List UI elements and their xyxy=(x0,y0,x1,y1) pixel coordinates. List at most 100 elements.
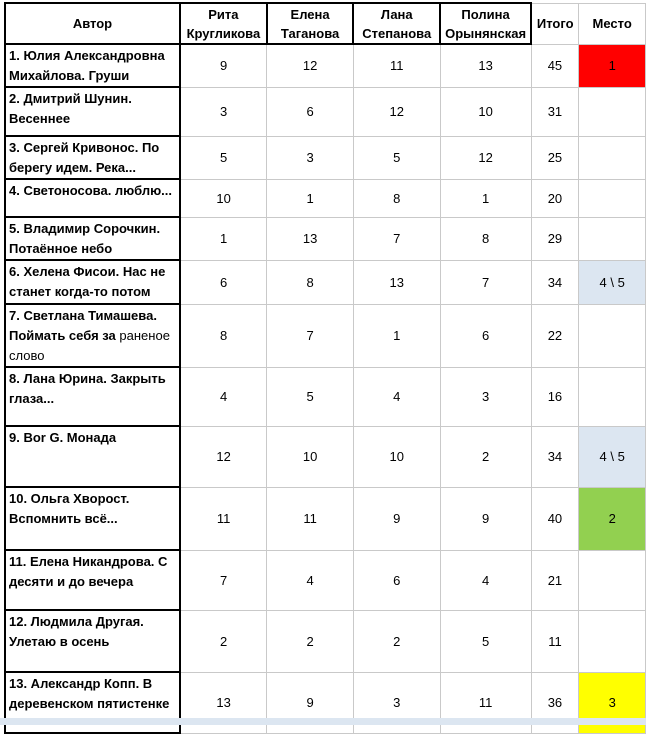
score-cell-judge-3[interactable]: 11 xyxy=(352,43,441,88)
place-cell[interactable] xyxy=(578,303,646,368)
place-cell[interactable] xyxy=(578,549,646,611)
author-cell[interactable]: 9. Bor G. Монада xyxy=(4,425,181,488)
score-cell-judge-1[interactable]: 4 xyxy=(179,366,268,427)
author-cell[interactable]: 6. Хелена Фисои. Нас не станет когда-то … xyxy=(4,259,181,305)
score-cell-judge-2[interactable]: 3 xyxy=(266,135,354,180)
author-cell[interactable]: 7. Светлана Тимашева. Поймать себя за ра… xyxy=(4,303,181,368)
place-cell[interactable] xyxy=(578,135,646,180)
place-cell[interactable]: 4 \ 5 xyxy=(578,259,646,305)
score-cell-judge-2[interactable]: 13 xyxy=(266,216,354,261)
table-row: 4. Светоносова. люблю... 10 1 8 1 20 xyxy=(4,178,646,218)
author-cell[interactable]: 8. Лана Юрина. Закрыть глаза... xyxy=(4,366,181,427)
score-cell-judge-2[interactable]: 11 xyxy=(266,486,354,551)
score-cell-judge-3[interactable]: 1 xyxy=(352,303,441,368)
score-cell-judge-1[interactable]: 9 xyxy=(179,43,268,88)
score-cell-judge-1[interactable]: 8 xyxy=(179,303,268,368)
score-cell-judge-1[interactable]: 7 xyxy=(179,549,268,611)
score-cell-judge-4[interactable]: 9 xyxy=(439,486,532,551)
score-cell-judge-2[interactable]: 12 xyxy=(266,43,354,88)
total-cell[interactable]: 34 xyxy=(530,425,580,488)
score-cell-judge-2[interactable]: 4 xyxy=(266,549,354,611)
score-cell-judge-3[interactable]: 6 xyxy=(352,549,441,611)
place-cell[interactable] xyxy=(578,366,646,427)
author-cell[interactable]: 5. Владимир Сорочкин. Потаённое небо xyxy=(4,216,181,261)
score-cell-judge-3[interactable]: 7 xyxy=(352,216,441,261)
score-cell-judge-3[interactable]: 12 xyxy=(352,86,441,137)
score-cell-judge-4[interactable]: 1 xyxy=(439,178,532,218)
author-text: 9. Bor G. Монада xyxy=(9,430,117,445)
author-cell[interactable]: 3. Сергей Кривонос. По берегу идем. Река… xyxy=(4,135,181,180)
header-judge-2[interactable]: Елена Таганова xyxy=(265,2,355,45)
score-cell-judge-4[interactable]: 5 xyxy=(439,609,532,673)
score-cell-judge-2[interactable]: 1 xyxy=(266,178,354,218)
score-cell-judge-3[interactable]: 8 xyxy=(352,178,441,218)
author-cell[interactable]: 4. Светоносова. люблю... xyxy=(4,178,181,218)
author-cell[interactable]: 1. Юлия Александровна Михайлова. Груши xyxy=(4,43,181,88)
score-cell-judge-2[interactable]: 6 xyxy=(266,86,354,137)
header-judge-1[interactable]: Рита Кругликова xyxy=(178,2,268,45)
author-cell[interactable]: 10. Ольга Хворост. Вспомнить всё... xyxy=(4,486,181,551)
score-cell-judge-1[interactable]: 11 xyxy=(179,486,268,551)
score-cell-judge-1[interactable]: 5 xyxy=(179,135,268,180)
score-cell-judge-4[interactable]: 4 xyxy=(439,549,532,611)
score-cell-judge-3[interactable]: 4 xyxy=(352,366,441,427)
score-cell-judge-2[interactable]: 7 xyxy=(266,303,354,368)
header-author[interactable]: Автор xyxy=(4,2,181,45)
score-cell-judge-2[interactable]: 8 xyxy=(266,259,354,305)
score-cell-judge-1[interactable]: 3 xyxy=(179,86,268,137)
score-cell-judge-1[interactable]: 1 xyxy=(179,216,268,261)
table-row: 5. Владимир Сорочкин. Потаённое небо 1 13 7… xyxy=(4,216,646,261)
score-cell-judge-4[interactable]: 2 xyxy=(439,425,532,488)
table-row: 9. Bor G. Монада 12 10 10 2 34 4 \ 5 xyxy=(4,425,646,488)
score-cell-judge-1[interactable]: 6 xyxy=(179,259,268,305)
score-cell-judge-1[interactable]: 12 xyxy=(179,425,268,488)
score-cell-judge-4[interactable]: 13 xyxy=(439,43,532,88)
total-cell[interactable]: 16 xyxy=(530,366,580,427)
score-cell-judge-3[interactable]: 5 xyxy=(352,135,441,180)
place-cell[interactable]: 4 \ 5 xyxy=(578,425,646,488)
score-cell-judge-2[interactable]: 5 xyxy=(266,366,354,427)
place-cell[interactable] xyxy=(578,216,646,261)
total-cell[interactable]: 25 xyxy=(530,135,580,180)
total-cell[interactable]: 45 xyxy=(530,43,580,88)
place-cell[interactable]: 2 xyxy=(578,486,646,551)
score-cell-judge-4[interactable]: 10 xyxy=(439,86,532,137)
total-cell[interactable]: 31 xyxy=(530,86,580,137)
header-judge-4[interactable]: Полина Орынянская xyxy=(439,2,533,45)
author-cell[interactable]: 12. Людмила Другая. Улетаю в осень xyxy=(4,609,181,673)
header-total[interactable]: Итого xyxy=(530,2,580,45)
author-text: 1. Юлия Александровна Михайлова. Груши xyxy=(9,48,165,83)
place-cell[interactable]: 1 xyxy=(578,43,646,88)
total-cell[interactable]: 34 xyxy=(530,259,580,305)
score-cell-judge-1[interactable]: 2 xyxy=(179,609,268,673)
total-cell[interactable]: 22 xyxy=(530,303,580,368)
total-cell[interactable]: 29 xyxy=(530,216,580,261)
score-cell-judge-3[interactable]: 9 xyxy=(352,486,441,551)
score-cell-judge-2[interactable]: 2 xyxy=(266,609,354,673)
author-cell[interactable]: 11. Елена Никандрова. С десяти и до вече… xyxy=(4,549,181,611)
header-row: Автор Рита Кругликова Елена Таганова Лан… xyxy=(4,2,646,45)
score-cell-judge-4[interactable]: 6 xyxy=(439,303,532,368)
place-cell[interactable] xyxy=(578,178,646,218)
total-cell[interactable]: 20 xyxy=(530,178,580,218)
score-cell-judge-4[interactable]: 8 xyxy=(439,216,532,261)
author-text: 3. Сергей Кривонос. По берегу идем. Река… xyxy=(9,140,160,175)
score-cell-judge-3[interactable]: 2 xyxy=(352,609,441,673)
author-cell[interactable]: 2. Дмитрий Шунин. Весеннее xyxy=(4,86,181,137)
score-cell-judge-1[interactable]: 10 xyxy=(179,178,268,218)
header-place[interactable]: Место xyxy=(578,2,646,45)
header-judge-3[interactable]: Лана Степанова xyxy=(352,2,442,45)
sheet-bottom-edge xyxy=(0,718,646,725)
score-cell-judge-4[interactable]: 12 xyxy=(439,135,532,180)
score-cell-judge-4[interactable]: 7 xyxy=(439,259,532,305)
table-row: 1. Юлия Александровна Михайлова. Груши 9 1… xyxy=(4,43,646,88)
score-cell-judge-4[interactable]: 3 xyxy=(439,366,532,427)
total-cell[interactable]: 21 xyxy=(530,549,580,611)
score-cell-judge-3[interactable]: 10 xyxy=(352,425,441,488)
total-cell[interactable]: 11 xyxy=(530,609,580,673)
score-cell-judge-2[interactable]: 10 xyxy=(266,425,354,488)
place-cell[interactable] xyxy=(578,86,646,137)
place-cell[interactable] xyxy=(578,609,646,673)
score-cell-judge-3[interactable]: 13 xyxy=(352,259,441,305)
total-cell[interactable]: 40 xyxy=(530,486,580,551)
